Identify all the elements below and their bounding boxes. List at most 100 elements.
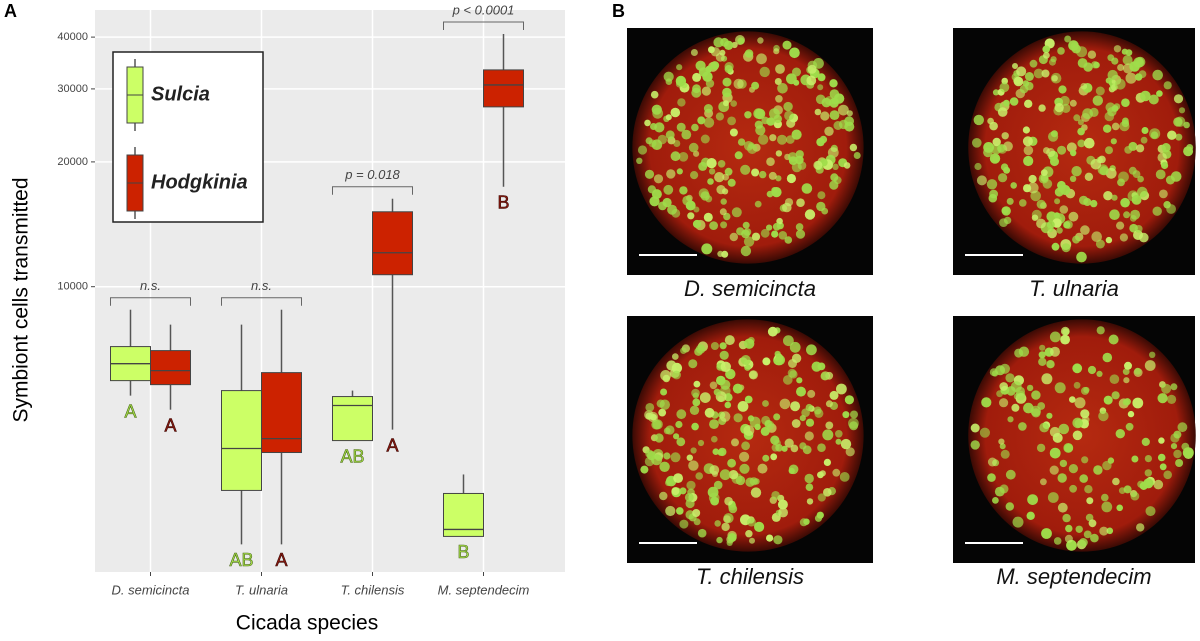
symbiont-cell (829, 390, 839, 400)
symbiont-cell (844, 116, 854, 127)
symbiont-cell (1123, 398, 1131, 406)
symbiont-cell (778, 507, 788, 518)
symbiont-cell (709, 419, 719, 429)
symbiont-cell (1018, 422, 1027, 431)
symbiont-cell (681, 82, 688, 89)
symbiont-cell (983, 147, 993, 158)
symbiont-cell (1036, 199, 1046, 209)
symbiont-cell (676, 409, 687, 420)
symbiont-cell (1087, 50, 1097, 59)
symbiont-cell (1027, 494, 1038, 505)
symbiont-cell (997, 144, 1006, 153)
symbiont-cell (1078, 538, 1088, 547)
symbiont-cell (835, 430, 843, 438)
symbiont-cell (647, 185, 657, 194)
symbiont-cell (817, 493, 826, 502)
symbiont-cell (1033, 68, 1044, 79)
symbiont-cell (1157, 393, 1168, 404)
symbiont-cell (1136, 144, 1145, 153)
symbiont-cell (1127, 190, 1139, 202)
symbiont-cell (1103, 395, 1113, 405)
symbiont-cell (1105, 236, 1113, 244)
symbiont-cell (681, 129, 692, 140)
symbiont-cell (771, 491, 780, 500)
symbiont-cell (676, 64, 683, 71)
symbiont-cell (988, 193, 998, 203)
symbiont-cell (1081, 386, 1089, 395)
symbiont-cell (727, 116, 736, 126)
symbiont-cell (760, 228, 770, 238)
symbiont-cell (703, 212, 713, 222)
symbiont-cell (753, 478, 760, 485)
symbiont-cell (1072, 235, 1081, 244)
symbiont-cell (973, 114, 984, 126)
y-axis-title: Symbiont cells transmitted (10, 177, 33, 422)
symbiont-cell (644, 119, 651, 127)
symbiont-cell (756, 53, 767, 65)
symbiont-cell (999, 82, 1010, 93)
symbiont-cell (719, 350, 729, 360)
symbiont-cell (653, 174, 664, 184)
symbiont-cell (825, 400, 833, 408)
symbiont-cell (754, 108, 766, 120)
symbiont-cell (836, 383, 847, 395)
symbiont-cell (1057, 473, 1067, 483)
symbiont-cell (773, 48, 780, 55)
x-axis-title: Cicada species (236, 612, 378, 635)
symbiont-cell (637, 145, 648, 155)
symbiont-cell (1016, 66, 1027, 77)
symbiont-cell (782, 40, 792, 50)
symbiont-cell (819, 135, 828, 144)
symbiont-cell (1079, 474, 1088, 483)
symbiont-cell (1077, 119, 1084, 126)
symbiont-cell (1108, 334, 1119, 345)
symbiont-cell (1080, 82, 1088, 90)
symbiont-cell (663, 71, 674, 82)
symbiont-cell (1107, 107, 1117, 117)
symbiont-cell (1019, 199, 1027, 207)
symbiont-cell (740, 355, 751, 365)
symbiont-cell (1050, 157, 1059, 167)
symbiont-cell (1057, 47, 1065, 55)
symbiont-cell (783, 375, 793, 385)
symbiont-cell (676, 122, 686, 132)
symbiont-cell (636, 157, 643, 164)
symbiont-cell (1023, 155, 1034, 167)
symbiont-cell (1109, 374, 1120, 385)
symbiont-cell (1137, 186, 1148, 198)
symbiont-cell (791, 129, 802, 140)
symbiont-cell (1144, 360, 1156, 371)
symbiont-cell (1059, 95, 1070, 106)
symbiont-cell (1156, 90, 1163, 97)
symbiont-cell (688, 359, 698, 369)
symbiont-cell (693, 518, 701, 526)
symbiont-cell (749, 537, 755, 544)
symbiont-cell (1041, 373, 1053, 385)
symbiont-cell (1059, 205, 1069, 214)
symbiont-cell (784, 110, 794, 121)
symbiont-cell (790, 444, 799, 453)
symbiont-cell (657, 134, 667, 145)
symbiont-cell (806, 498, 814, 505)
symbiont-cell (1023, 99, 1033, 109)
symbiont-cell (1060, 326, 1070, 336)
symbiont-cell (1046, 148, 1056, 157)
symbiont-cell (992, 497, 999, 504)
symbiont-cell (705, 79, 715, 88)
symbiont-cell (997, 107, 1008, 117)
symbiont-cell (1152, 69, 1163, 81)
symbiont-cell (1116, 221, 1125, 230)
comparison-label: n.s. (251, 278, 272, 293)
symbiont-cell (784, 198, 794, 207)
symbiont-cell (665, 114, 672, 121)
symbiont-cell (824, 126, 834, 136)
symbiont-cell (778, 231, 788, 240)
symbiont-cell (1123, 211, 1131, 219)
comparison-label: p = 0.018 (344, 167, 400, 182)
symbiont-cell (719, 49, 726, 56)
symbiont-cell (757, 463, 768, 474)
symbiont-cell (1148, 94, 1159, 105)
symbiont-cell (813, 406, 822, 415)
symbiont-cell (1070, 149, 1077, 157)
